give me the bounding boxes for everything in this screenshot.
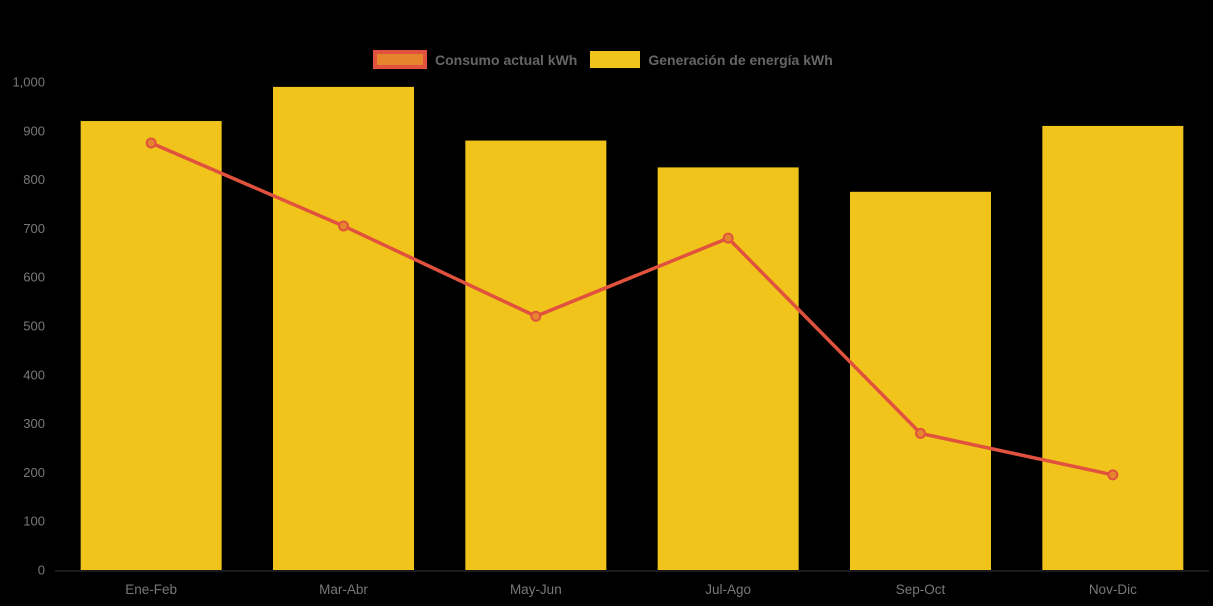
consumo-point-ene-feb[interactable] [145, 137, 157, 149]
y-axis-tick-label: 500 [23, 319, 45, 334]
x-axis-label-mar-abr: Mar-Abr [319, 582, 368, 597]
legend-swatch-consumo [373, 50, 427, 69]
y-axis-tick-label: 600 [23, 270, 45, 285]
y-axis-tick-label: 1,000 [12, 75, 45, 90]
legend: Consumo actual kWh Generación de energía… [373, 50, 833, 69]
y-axis-tick-label: 0 [38, 563, 45, 578]
y-axis-tick-label: 100 [23, 514, 45, 529]
x-axis-label-ene-feb: Ene-Feb [125, 582, 177, 597]
legend-label-consumo: Consumo actual kWh [435, 51, 578, 68]
x-axis-label-jul-ago: Jul-Ago [705, 582, 751, 597]
bar-jul-ago[interactable] [657, 167, 799, 570]
y-axis-tick-label: 700 [23, 221, 45, 236]
x-axis-label-may-jun: May-Jun [510, 582, 562, 597]
x-axis-label-nov-dic: Nov-Dic [1089, 582, 1137, 597]
bar-may-jun[interactable] [465, 140, 607, 570]
bar-sep-oct[interactable] [850, 191, 991, 571]
consumo-line [149, 141, 1115, 477]
y-axis-tick-label: 800 [23, 172, 45, 187]
consumo-point-mar-abr[interactable] [338, 220, 349, 232]
x-axis-label-sep-oct: Sep-Oct [896, 582, 946, 597]
y-axis-tick-label: 300 [23, 416, 45, 431]
y-axis-tick-label: 200 [23, 465, 45, 480]
consumo-point-jul-ago[interactable] [722, 232, 734, 244]
legend-item-consumo[interactable]: Consumo actual kWh [373, 50, 577, 69]
consumo-point-sep-oct[interactable] [915, 427, 926, 439]
legend-label-generacion: Generación de energía kWh [648, 51, 833, 68]
bar-nov-dic[interactable] [1042, 125, 1184, 571]
bar-mar-abr[interactable] [273, 86, 414, 570]
y-axis-tick-label: 400 [23, 367, 45, 382]
y-axis-tick-label: 900 [23, 123, 45, 138]
consumo-point-nov-dic[interactable] [1107, 469, 1119, 481]
consumo-point-may-jun[interactable] [530, 310, 542, 322]
legend-item-generacion[interactable]: Generación de energía kWh [590, 51, 833, 68]
legend-swatch-generacion [590, 51, 641, 68]
bar-ene-feb[interactable] [80, 121, 222, 570]
